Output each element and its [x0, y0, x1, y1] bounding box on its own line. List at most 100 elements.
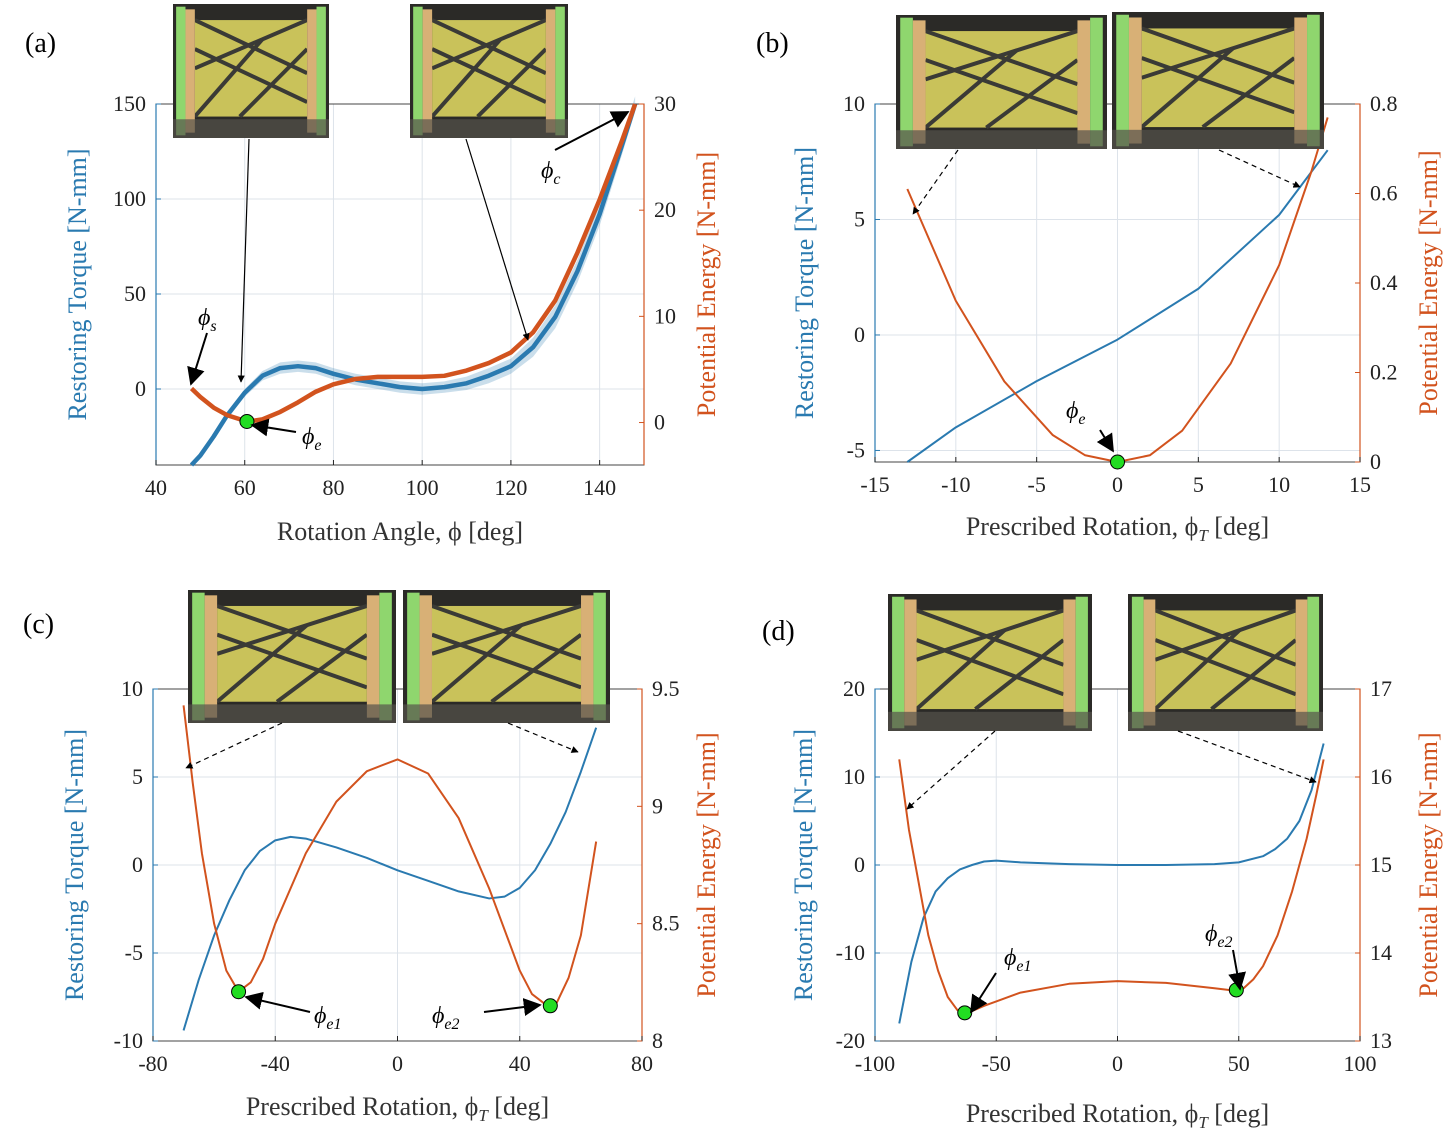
panel-label: (c)	[23, 609, 54, 640]
annotation-arrow	[483, 998, 542, 1016]
x-tick-label: 100	[406, 475, 439, 500]
y-left-tick-label: 0	[854, 852, 865, 877]
y-right-tick-label: 0	[654, 410, 665, 435]
y-left-tick-label: 10	[843, 764, 865, 789]
equilibrium-marker	[1228, 982, 1244, 998]
energy-line	[906, 117, 1329, 463]
chart-panel-1: -15 -10 -5 0 5 10 15 -5 0 5 10 0 0.2 0.4 0.6 0.8 ϕe (b) Pr…	[756, 12, 1443, 545]
x-axis-label: Prescribed Rotation, ϕT [deg]	[966, 1099, 1269, 1132]
annotation-label: ϕe2	[432, 1003, 460, 1033]
y-left-tick-label: -20	[836, 1028, 865, 1053]
y-right-tick-label: 16	[1370, 764, 1392, 789]
y-left-tick-label: 50	[124, 281, 146, 306]
chart-panel-2: -80 -40 0 40 80 -10 -5 0 5 10 8 8.5 9 9.5 ϕe1 ϕe2 (c) Pre…	[23, 590, 721, 1125]
y-left-axis-label: Restoring Torque [N-mm]	[790, 147, 819, 419]
photo-pointer-arrow	[912, 149, 959, 215]
x-tick-label: -50	[982, 1051, 1011, 1076]
photo-pointer-arrow	[507, 722, 579, 753]
annotation-arrow	[250, 418, 297, 437]
x-tick-label: 120	[494, 475, 527, 500]
x-axis-label: Rotation Angle, ϕ [deg]	[277, 517, 523, 546]
panel-label: (d)	[762, 616, 795, 647]
equilibrium-marker	[1110, 454, 1125, 470]
x-tick-label: 0	[1112, 472, 1123, 497]
x-tick-label: -15	[860, 472, 889, 497]
series-band	[191, 96, 636, 466]
x-tick-label: -80	[138, 1051, 167, 1076]
x-tick-label: 50	[1228, 1051, 1250, 1076]
x-tick-label: 100	[1344, 1051, 1377, 1076]
equilibrium-marker	[957, 1005, 973, 1021]
y-right-tick-label: 14	[1370, 940, 1392, 965]
y-left-tick-label: 0	[135, 376, 146, 401]
annotation-arrow	[1096, 429, 1114, 453]
x-tick-label: 40	[509, 1051, 531, 1076]
annotation-arrow	[554, 111, 630, 151]
x-tick-label: 0	[1112, 1051, 1123, 1076]
y-right-tick-label: 8.5	[652, 911, 680, 936]
photo-pointer-arrow	[237, 138, 250, 383]
x-tick-label: 10	[1268, 472, 1290, 497]
photo-pointer-arrow	[465, 138, 530, 341]
y-right-axis-label: Potential Energy [N-mm]	[1414, 150, 1443, 415]
y-right-tick-label: 0.4	[1370, 270, 1398, 295]
y-left-axis-label: Restoring Torque [N-mm]	[789, 729, 818, 1001]
y-left-tick-label: 150	[113, 91, 146, 116]
x-axis-label: Prescribed Rotation, ϕT [deg]	[246, 1092, 549, 1125]
y-right-tick-label: 13	[1370, 1028, 1392, 1053]
y-right-axis-label: Potential Energy [N-mm]	[692, 152, 721, 417]
photo-pointer-arrow	[1218, 149, 1301, 188]
annotation-arrow	[1228, 949, 1246, 991]
y-left-tick-label: 10	[121, 676, 143, 701]
annotation-label: ϕc	[541, 158, 561, 188]
annotation-arrow	[187, 332, 208, 386]
y-left-tick-label: -5	[847, 437, 865, 462]
photo-3-1	[1128, 594, 1323, 731]
torque-line	[898, 743, 1325, 1024]
annotation-arrow	[244, 991, 311, 1013]
y-right-tick-label: 0.6	[1370, 181, 1398, 206]
equilibrium-marker	[239, 413, 255, 429]
y-right-tick-label: 17	[1370, 676, 1392, 701]
chart-panel-3: -100 -50 0 50 100-20-10010201314151617ϕe1ϕe2…	[762, 594, 1443, 1132]
x-tick-label: 0	[392, 1051, 403, 1076]
annotation-label: ϕe	[302, 424, 322, 454]
panel-label: (a)	[25, 28, 56, 59]
x-axis-label: Prescribed Rotation, ϕT [deg]	[966, 512, 1269, 545]
photo-0-1	[410, 4, 568, 138]
photo-pointer-arrow	[185, 722, 283, 769]
y-right-tick-label: 10	[654, 303, 676, 328]
y-right-tick-label: 9.5	[652, 676, 680, 701]
y-left-tick-label: 5	[854, 206, 865, 231]
torque-line	[189, 103, 638, 467]
y-right-axis-label: Potential Energy [N-mm]	[1414, 732, 1443, 997]
y-left-tick-label: -5	[125, 940, 143, 965]
photo-pointer-arrow	[906, 730, 996, 810]
y-left-tick-label: 20	[843, 676, 865, 701]
y-left-tick-label: 10	[843, 91, 865, 116]
annotation-label: ϕe2	[1205, 921, 1233, 951]
x-tick-label: 140	[583, 475, 616, 500]
annotation-arrow	[970, 972, 997, 1014]
y-right-tick-label: 0.8	[1370, 91, 1398, 116]
chart-panel-0: 40 60 80 100 120 140 0 50 100 150 0 10 20 30 ϕs ϕe ϕc (a)…	[25, 4, 721, 546]
y-right-tick-label: 20	[654, 197, 676, 222]
y-right-tick-label: 0.2	[1370, 360, 1398, 385]
torque-line	[906, 149, 1329, 463]
y-left-tick-label: 100	[113, 186, 146, 211]
annotation-label: ϕe1	[314, 1003, 342, 1033]
y-right-tick-label: 30	[654, 91, 676, 116]
photo-1-1	[1112, 12, 1324, 149]
equilibrium-marker	[542, 998, 558, 1014]
y-left-axis-label: Restoring Torque [N-mm]	[60, 729, 89, 1001]
y-left-tick-label: -10	[114, 1028, 143, 1053]
y-right-tick-label: 8	[652, 1028, 663, 1053]
photo-2-0	[188, 590, 396, 723]
y-left-tick-label: 0	[854, 322, 865, 347]
x-tick-label: 80	[322, 475, 344, 500]
x-tick-label: -40	[261, 1051, 290, 1076]
x-tick-label: -10	[941, 472, 970, 497]
energy-line	[189, 103, 638, 424]
x-tick-label: -5	[1028, 472, 1046, 497]
annotation-label: ϕe	[1066, 398, 1086, 428]
